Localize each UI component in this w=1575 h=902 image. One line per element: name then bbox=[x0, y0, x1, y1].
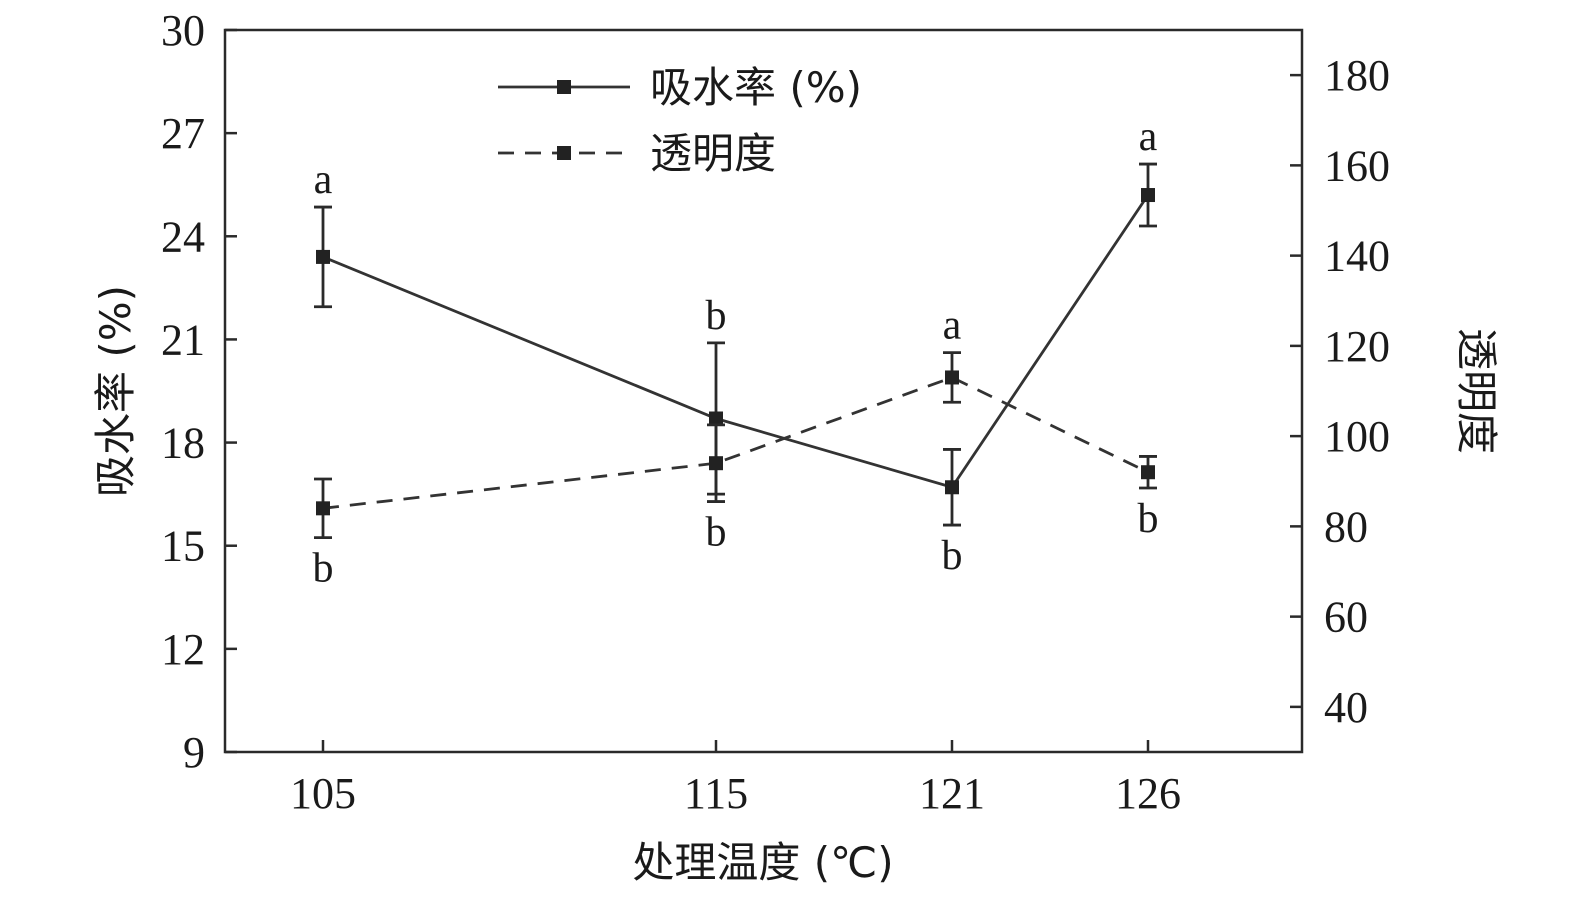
left-tick-label: 9 bbox=[183, 728, 205, 777]
left-tick-label: 21 bbox=[161, 315, 205, 364]
data-point bbox=[316, 249, 330, 264]
series-line bbox=[322, 194, 1150, 489]
series-1: a b b a bbox=[314, 114, 1158, 579]
x-axis: 105 115 121 126 bbox=[290, 740, 1181, 818]
significance-label: a bbox=[943, 303, 962, 349]
left-tick-label: 12 bbox=[161, 625, 205, 674]
left-tick-label: 24 bbox=[161, 212, 205, 261]
right-tick-label: 180 bbox=[1324, 51, 1390, 100]
data-point bbox=[1141, 188, 1155, 203]
y2-axis-title: 透明度 bbox=[1452, 328, 1501, 454]
left-tick-label: 30 bbox=[161, 6, 205, 55]
significance-label: b bbox=[706, 293, 727, 339]
x-tick-label: 105 bbox=[290, 769, 356, 818]
x-axis-title: 处理温度 (℃) bbox=[632, 838, 893, 887]
right-tick-label: 160 bbox=[1324, 141, 1390, 190]
data-point bbox=[709, 456, 723, 471]
y-axis-title: 吸水率 (%) bbox=[91, 285, 140, 497]
series-line bbox=[322, 375, 1149, 510]
right-tick-label: 140 bbox=[1324, 232, 1390, 281]
significance-label: b bbox=[1138, 496, 1159, 542]
data-point bbox=[1141, 465, 1155, 480]
data-point bbox=[316, 501, 330, 516]
series-2: b b a b bbox=[313, 303, 1159, 592]
data-point bbox=[945, 370, 959, 385]
right-tick-label: 60 bbox=[1324, 593, 1368, 642]
plot-border bbox=[223, 28, 1304, 754]
legend-marker bbox=[557, 80, 571, 94]
legend-label: 吸水率 (%) bbox=[650, 63, 862, 112]
plot-frame bbox=[223, 28, 1304, 754]
right-tick-label: 40 bbox=[1324, 683, 1368, 732]
right-tick-label: 80 bbox=[1324, 502, 1368, 551]
significance-label: b bbox=[942, 533, 963, 579]
x-tick-label: 121 bbox=[919, 769, 985, 818]
right-tick-label: 100 bbox=[1324, 412, 1390, 461]
left-tick-label: 27 bbox=[161, 109, 205, 158]
legend: 吸水率 (%) 透明度 bbox=[498, 63, 862, 178]
significance-label: b bbox=[706, 510, 727, 556]
legend-marker bbox=[557, 146, 571, 160]
left-tick-label: 15 bbox=[161, 522, 205, 571]
x-tick-label: 115 bbox=[684, 769, 748, 818]
left-y-axis: 9 12 15 18 21 24 27 30 bbox=[161, 6, 237, 777]
right-tick-label: 120 bbox=[1324, 322, 1390, 371]
data-point bbox=[709, 411, 723, 426]
x-tick-label: 126 bbox=[1115, 769, 1181, 818]
significance-label: a bbox=[1139, 114, 1158, 160]
left-tick-label: 18 bbox=[161, 419, 205, 468]
series-layer: a b b a b b a b bbox=[313, 114, 1159, 592]
significance-label: b bbox=[313, 546, 334, 592]
right-y-axis: 40 60 80 100 120 140 160 180 bbox=[1290, 51, 1390, 732]
legend-label: 透明度 bbox=[650, 129, 776, 178]
significance-label: a bbox=[314, 157, 333, 203]
data-point bbox=[945, 480, 959, 495]
